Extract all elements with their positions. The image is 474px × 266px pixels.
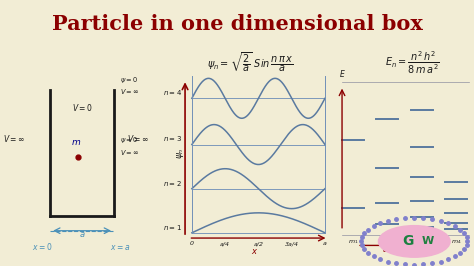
Text: $m_4$: $m_4$	[451, 238, 461, 246]
Text: $\psi=0$: $\psi=0$	[120, 135, 138, 146]
Text: $E$: $E$	[338, 68, 346, 79]
Text: 0: 0	[190, 242, 194, 246]
Text: $m$: $m$	[72, 138, 82, 147]
Text: $n=1$: $n=1$	[163, 223, 182, 232]
Text: $\psi_n = \sqrt{\dfrac{2}{a}}\ \mathit{Sin}\,\dfrac{n\,\pi\,x}{a}$: $\psi_n = \sqrt{\dfrac{2}{a}}\ \mathit{S…	[207, 51, 293, 74]
Text: a/2: a/2	[254, 242, 264, 246]
Text: $V=\infty$: $V=\infty$	[3, 134, 25, 144]
Text: $m_3$: $m_3$	[417, 238, 427, 246]
Text: $m_2$: $m_2$	[382, 238, 392, 246]
Text: $a$: $a$	[79, 230, 85, 239]
Text: 3a/4: 3a/4	[285, 242, 299, 246]
Text: $x=0$: $x=0$	[32, 241, 53, 252]
Text: a/4: a/4	[220, 242, 230, 246]
Text: $x$: $x$	[251, 247, 259, 256]
Text: Particle in one dimensional box: Particle in one dimensional box	[52, 14, 422, 34]
Text: $V=0$: $V=0$	[72, 102, 92, 113]
Text: $a$: $a$	[382, 245, 388, 254]
Text: $E_n = \dfrac{n^2\,h^2}{8\,m\,a^2}$: $E_n = \dfrac{n^2\,h^2}{8\,m\,a^2}$	[385, 49, 439, 76]
Text: $n=2$: $n=2$	[163, 179, 182, 188]
Text: $n=4$: $n=4$	[163, 88, 182, 97]
Text: $V=\infty$: $V=\infty$	[120, 148, 139, 157]
Text: W: W	[421, 236, 434, 246]
Text: G: G	[402, 234, 413, 248]
Text: $V=\infty$: $V=\infty$	[120, 87, 139, 96]
Circle shape	[378, 226, 450, 257]
Text: $n=3$: $n=3$	[163, 135, 182, 143]
Text: $m_1$: $m_1$	[348, 238, 358, 246]
Text: $x=a$: $x=a$	[110, 243, 130, 252]
Text: $V=\infty$: $V=\infty$	[127, 134, 149, 144]
Text: $\psi_n$: $\psi_n$	[175, 147, 186, 159]
Text: $\psi=0$: $\psi=0$	[120, 74, 138, 85]
Text: a: a	[323, 242, 327, 246]
